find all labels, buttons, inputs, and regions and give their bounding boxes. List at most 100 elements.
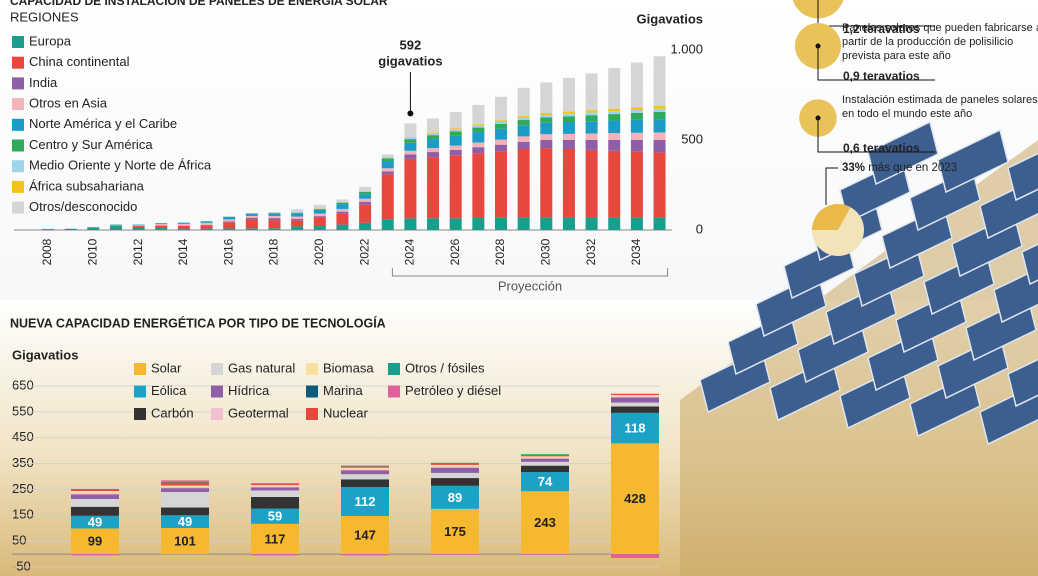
bar-segment <box>540 148 553 218</box>
bar-segment <box>381 174 394 220</box>
bar-segment <box>449 218 462 230</box>
bar-segment <box>268 220 281 229</box>
legend-label: Marina <box>323 383 364 398</box>
bar-segment <box>381 154 394 158</box>
bar-segment <box>540 140 553 149</box>
legend-label: Otros/desconocido <box>29 199 137 214</box>
bar-segment <box>495 151 507 218</box>
bar-segment <box>585 149 598 218</box>
bar-segment <box>585 121 598 134</box>
data-label: 49 <box>88 515 102 530</box>
x-tick-label: 2026 <box>448 238 462 265</box>
bar-segment <box>109 224 122 226</box>
legend-swatch <box>12 180 24 193</box>
y-axis-label: Gigavatios <box>637 11 703 26</box>
leader <box>817 46 935 81</box>
bar-segment <box>336 202 349 205</box>
legend-label: Gas natural <box>228 360 295 375</box>
bar-segment <box>336 202 349 203</box>
bar-segment <box>630 62 643 108</box>
bar-segment <box>562 122 575 134</box>
bar-segment <box>540 134 553 140</box>
bar-segment <box>359 194 372 199</box>
bar-segment <box>611 395 659 397</box>
legend-label: Biomasa <box>323 360 374 375</box>
bar-segment <box>427 135 440 140</box>
bar-segment <box>653 132 666 140</box>
bar-segment <box>200 222 213 225</box>
bar-segment <box>359 204 372 223</box>
bar-segment <box>521 454 569 456</box>
bar-segment <box>71 498 119 507</box>
bar-segment <box>87 227 100 230</box>
x-tick-label: 2022 <box>357 238 371 265</box>
bar-segment <box>64 228 77 230</box>
description: Instalación estimada de paneles solares e… <box>842 94 1038 120</box>
leader <box>817 118 935 153</box>
bar-segment <box>562 77 575 112</box>
bar-segment <box>495 144 507 152</box>
bar-segment <box>359 186 372 191</box>
bar-segment <box>291 219 304 221</box>
x-tick-label: 2028 <box>493 238 507 265</box>
legend-label: Medio Oriente y Norte de África <box>29 158 212 173</box>
leader <box>825 167 838 205</box>
bar-segment <box>177 228 190 230</box>
bar-segment <box>291 220 304 227</box>
bar-segment <box>653 140 666 153</box>
legend-label: Norte América y el Caribe <box>29 116 177 131</box>
legend-swatch <box>12 201 24 214</box>
bar-segment <box>223 216 236 220</box>
panel <box>1007 152 1038 202</box>
legend-swatch <box>388 363 400 375</box>
bar-segment <box>540 117 553 123</box>
bar-segment <box>155 228 168 230</box>
legend-swatch <box>306 363 318 375</box>
bar-segment <box>427 132 440 134</box>
legend-label: África subsahariana <box>29 178 145 193</box>
bar-segment <box>291 226 304 230</box>
legend-swatch <box>12 77 24 90</box>
bar-segment <box>336 208 349 212</box>
bar-segment <box>562 113 575 117</box>
data-label: 99 <box>88 534 102 549</box>
bar-segment <box>381 157 394 159</box>
bar-segment <box>268 228 281 230</box>
bar-segment <box>161 482 209 486</box>
bar-segment <box>449 155 462 219</box>
value-label: 0,9 teravatios <box>843 69 920 83</box>
legend-label: India <box>29 75 58 90</box>
bar-segment <box>341 516 389 555</box>
bar-segment <box>155 223 168 225</box>
bar-segment <box>585 110 598 113</box>
bar-segment <box>611 393 659 396</box>
bar-segment <box>630 140 643 152</box>
bar-segment <box>245 213 258 216</box>
legend-label: Nuclear <box>323 405 368 420</box>
x-tick-label: 2012 <box>131 238 145 265</box>
bar-segment <box>653 56 666 106</box>
bar-segment <box>359 201 372 205</box>
x-tick-label: 2008 <box>40 238 54 265</box>
bar-segment <box>341 467 389 470</box>
bar-segment <box>611 397 659 403</box>
bar-segment <box>161 492 209 508</box>
bar-segment <box>585 140 598 150</box>
legend-swatch <box>12 118 24 131</box>
bar-segment <box>611 554 659 558</box>
bar-segment <box>653 152 666 218</box>
bar-segment <box>540 217 553 230</box>
bar-segment <box>161 488 209 493</box>
value-label: 0,6 teravatios <box>843 141 920 155</box>
bar-segment <box>313 210 326 214</box>
bar-segment <box>608 150 621 218</box>
bar-segment <box>155 225 168 229</box>
bar-segment <box>71 515 119 529</box>
y-tick-label: 50 <box>12 533 26 548</box>
bar-segment <box>585 73 598 111</box>
bar-segment <box>268 218 281 221</box>
bar-segment <box>630 151 643 218</box>
legend-swatch <box>211 385 223 398</box>
bar-segment <box>359 198 372 202</box>
growth-text: 33% más que en 2023 <box>842 162 957 174</box>
